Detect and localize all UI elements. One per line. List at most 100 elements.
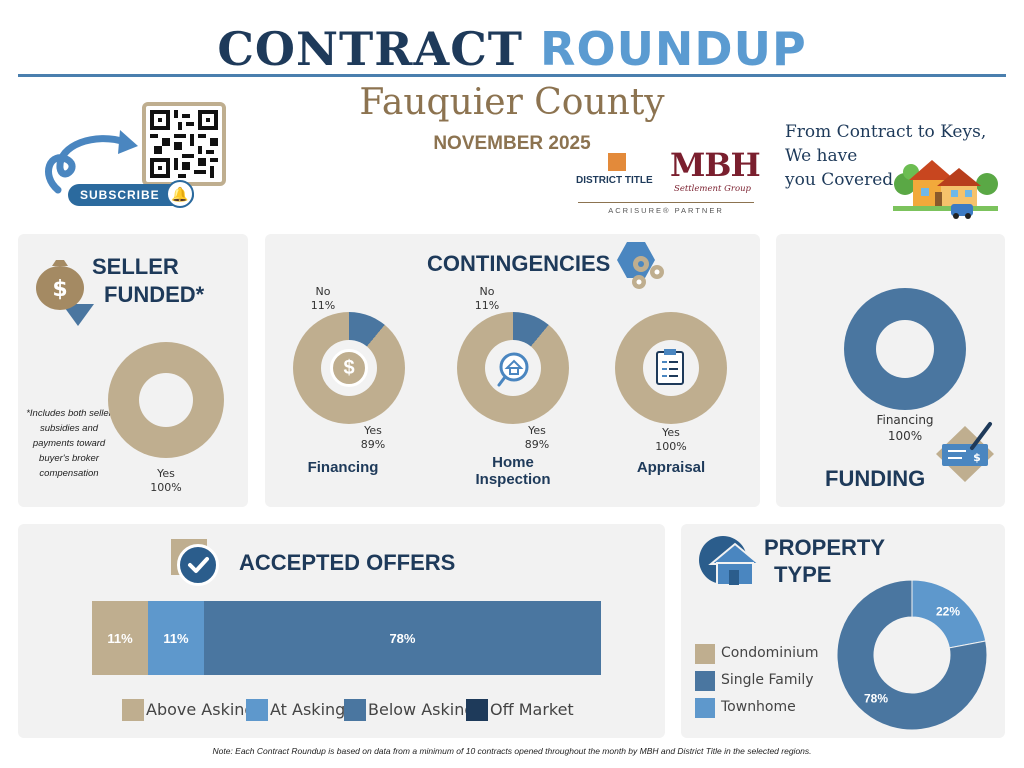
header-divider xyxy=(18,74,1006,77)
seller-funded-panel: $ SELLER FUNDED* *Includes both seller s… xyxy=(18,234,248,507)
appraisal-yes-label: Yes 100% xyxy=(651,426,691,454)
mbh-subtext: Settlement Group xyxy=(674,184,752,194)
funding-label-text: Financing xyxy=(876,413,934,427)
title-part-contract: CONTRACT xyxy=(217,22,541,76)
seller-funded-title: SELLER FUNDED* xyxy=(92,253,204,309)
tagline: From Contract to Keys, We have you Cover… xyxy=(785,120,1015,192)
county-name: Fauquier County xyxy=(359,82,665,123)
offers-bar-segment-label: 11% xyxy=(163,630,189,646)
district-title-text: DISTRICT TITLE xyxy=(576,175,653,186)
subscribe-area[interactable]: SUBSCRIBE 🔔 xyxy=(40,100,230,215)
svg-text:$: $ xyxy=(52,277,67,302)
contingencies-panel: CONTINGENCIES No 11% $ Yes 89% Financing… xyxy=(265,234,760,507)
subscribe-button[interactable]: SUBSCRIBE xyxy=(68,184,194,206)
page-title: CONTRACT ROUNDUP xyxy=(0,22,1024,76)
property-legend-label: Townhome xyxy=(721,699,796,715)
offers-legend: Above Asking At Asking Below Asking Off Mar… xyxy=(122,699,642,723)
appraisal-yes-pct: 100% xyxy=(655,440,687,453)
magnifier-house-icon xyxy=(497,352,529,387)
property-legend-swatch xyxy=(695,644,715,664)
inspection-no-text: No xyxy=(479,285,495,298)
subscribe-label: SUBSCRIBE xyxy=(80,188,160,202)
report-month: NOVEMBER 2025 xyxy=(433,133,591,154)
curved-arrow-icon xyxy=(45,130,138,194)
appraisal-category-label: Appraisal xyxy=(636,459,706,476)
dollar-coin-icon: $ xyxy=(330,349,368,387)
tagline-line1: From Contract to Keys, xyxy=(785,122,987,142)
offers-legend-swatch xyxy=(246,699,268,721)
property-type-title-line2: TYPE xyxy=(774,562,832,587)
qr-code-icon[interactable] xyxy=(142,102,226,186)
funding-title: FUNDING xyxy=(825,466,926,491)
funding-donut-hole xyxy=(876,320,934,378)
offers-bar-segment-label: 11% xyxy=(107,630,133,646)
property-legend-swatch xyxy=(695,698,715,718)
offers-bar-segment: 11% xyxy=(147,601,204,675)
inspection-yes-text: Yes xyxy=(528,424,546,437)
acrisure-partner-text: ACRISURE® PARTNER xyxy=(608,206,724,215)
home-inspection-line1: Home xyxy=(492,454,534,471)
financing-yes-text: Yes xyxy=(364,424,382,437)
seller-funded-note: *Includes both seller subsidies and paym… xyxy=(26,408,112,479)
property-donut-slice-label: 78% xyxy=(864,692,888,706)
seller-funded-yes-label: Yes 100% xyxy=(136,467,196,495)
property-legend-swatch xyxy=(695,671,715,691)
financing-no-text: No xyxy=(315,285,331,298)
seller-funded-donut xyxy=(108,342,224,458)
funding-label-pct: 100% xyxy=(887,429,923,443)
footer-note: Note: Each Contract Roundup is based on … xyxy=(212,746,812,756)
offers-legend-label: Below Asking xyxy=(368,700,475,719)
property-type-legend: Condominium Single Family Townhome xyxy=(695,644,845,724)
contingencies-title: CONTINGENCIES xyxy=(427,251,611,276)
property-legend-label: Condominium xyxy=(721,645,819,661)
inspection-yes-pct: 89% xyxy=(524,438,550,451)
offers-bar-segment: 78% xyxy=(203,601,601,675)
seller-funded-title-line1: SELLER xyxy=(92,254,179,279)
mbh-logo: MBH Settlement Group xyxy=(670,146,761,198)
mbh-text: MBH xyxy=(670,146,761,184)
financing-no-pct: 11% xyxy=(310,299,336,312)
district-title-mark-icon xyxy=(608,153,626,171)
money-bag-icon: $ xyxy=(36,260,94,326)
inspection-yes-label: Yes 89% xyxy=(517,424,557,452)
svg-text:$: $ xyxy=(973,451,981,464)
funding-donut xyxy=(844,288,966,410)
gears-icon xyxy=(617,242,664,289)
seller-funded-yes-pct: 100% xyxy=(150,481,182,494)
financing-category-label: Financing xyxy=(307,459,379,476)
accepted-offers-panel: ACCEPTED OFFERS 11% 11% 78% Above Asking At… xyxy=(18,524,665,738)
tagline-line2: We have xyxy=(785,146,858,166)
property-donut-slice xyxy=(836,579,988,731)
financing-yes-label: Yes 89% xyxy=(353,424,393,452)
offers-legend-label: Off Market xyxy=(490,700,574,719)
property-type-title: PROPERTY TYPE xyxy=(764,534,885,588)
home-inspection-category-label: Home Inspection xyxy=(463,454,563,488)
financing-no-label: No 11% xyxy=(303,285,343,313)
house-icon xyxy=(699,536,762,586)
offers-legend-label: Above Asking xyxy=(146,700,255,719)
bell-icon[interactable]: 🔔 xyxy=(166,180,194,208)
accepted-offers-title: ACCEPTED OFFERS xyxy=(239,550,456,575)
offers-bar-segment: 11% xyxy=(92,601,148,675)
inspection-no-pct: 11% xyxy=(474,299,500,312)
seller-funded-yes-text: Yes xyxy=(157,467,175,480)
property-legend-label: Single Family xyxy=(721,672,814,688)
funding-panel: Financing 100% FUNDING $ xyxy=(776,234,1005,507)
check-circle-icon xyxy=(177,544,219,586)
offers-legend-label: At Asking xyxy=(270,700,346,719)
offers-legend-swatch xyxy=(466,699,488,721)
property-type-donut: 22% 78% xyxy=(836,579,988,731)
inspection-no-label: No 11% xyxy=(467,285,507,313)
offers-legend-swatch xyxy=(344,699,366,721)
seller-funded-donut-hole xyxy=(139,373,193,427)
property-type-title-line1: PROPERTY xyxy=(764,535,886,560)
appraisal-yes-text: Yes xyxy=(662,426,680,439)
funding-label: Financing 100% xyxy=(870,412,940,444)
seller-funded-title-line2: FUNDED* xyxy=(104,282,205,307)
title-part-roundup: ROUNDUP xyxy=(540,22,807,76)
logo-divider xyxy=(578,202,754,203)
property-type-panel: PROPERTY TYPE Condominium Single Family To… xyxy=(681,524,1005,738)
property-donut-slice-label: 22% xyxy=(936,604,960,618)
district-title-logo: DISTRICT TITLE xyxy=(576,153,666,193)
offers-legend-swatch xyxy=(122,699,144,721)
